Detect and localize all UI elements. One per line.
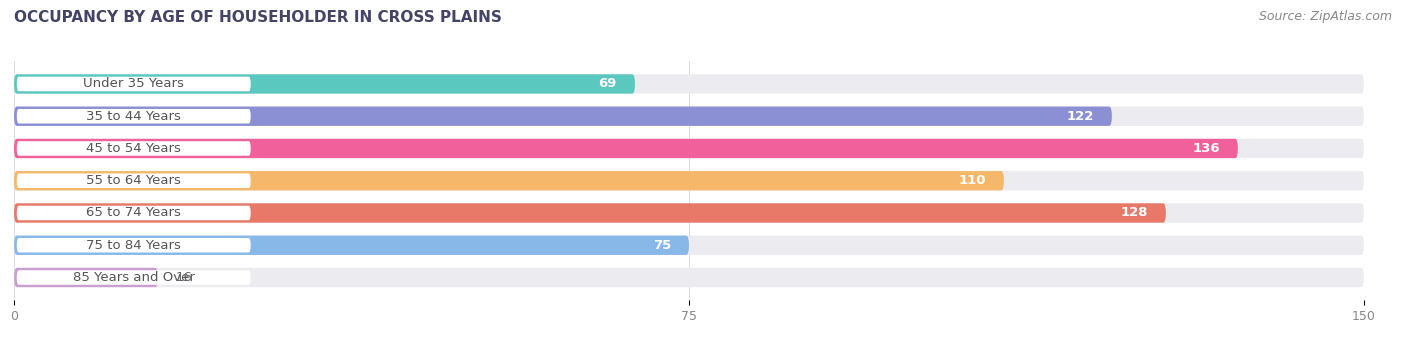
Text: 65 to 74 Years: 65 to 74 Years — [86, 207, 181, 220]
Text: OCCUPANCY BY AGE OF HOUSEHOLDER IN CROSS PLAINS: OCCUPANCY BY AGE OF HOUSEHOLDER IN CROSS… — [14, 10, 502, 25]
FancyBboxPatch shape — [14, 106, 1364, 126]
Text: Under 35 Years: Under 35 Years — [83, 77, 184, 90]
FancyBboxPatch shape — [17, 77, 250, 91]
Text: Source: ZipAtlas.com: Source: ZipAtlas.com — [1258, 10, 1392, 23]
Text: 75: 75 — [652, 239, 671, 252]
FancyBboxPatch shape — [17, 174, 250, 188]
Text: 136: 136 — [1192, 142, 1220, 155]
Text: 85 Years and Over: 85 Years and Over — [73, 271, 194, 284]
FancyBboxPatch shape — [14, 74, 636, 94]
FancyBboxPatch shape — [14, 268, 1364, 287]
FancyBboxPatch shape — [17, 109, 250, 123]
FancyBboxPatch shape — [14, 74, 1364, 94]
FancyBboxPatch shape — [14, 236, 689, 255]
FancyBboxPatch shape — [17, 270, 250, 285]
Text: 16: 16 — [176, 271, 193, 284]
FancyBboxPatch shape — [17, 238, 250, 252]
Text: 35 to 44 Years: 35 to 44 Years — [86, 110, 181, 123]
Text: 110: 110 — [959, 174, 986, 187]
FancyBboxPatch shape — [17, 141, 250, 156]
FancyBboxPatch shape — [14, 203, 1166, 223]
Text: 69: 69 — [599, 77, 617, 90]
Text: 55 to 64 Years: 55 to 64 Years — [86, 174, 181, 187]
FancyBboxPatch shape — [14, 106, 1112, 126]
Text: 75 to 84 Years: 75 to 84 Years — [86, 239, 181, 252]
FancyBboxPatch shape — [14, 139, 1364, 158]
FancyBboxPatch shape — [14, 171, 1364, 190]
FancyBboxPatch shape — [14, 236, 1364, 255]
FancyBboxPatch shape — [17, 206, 250, 220]
Text: 45 to 54 Years: 45 to 54 Years — [86, 142, 181, 155]
FancyBboxPatch shape — [14, 203, 1364, 223]
Text: 128: 128 — [1121, 207, 1147, 220]
Text: 122: 122 — [1067, 110, 1094, 123]
FancyBboxPatch shape — [14, 171, 1004, 190]
FancyBboxPatch shape — [14, 139, 1237, 158]
FancyBboxPatch shape — [14, 268, 157, 287]
